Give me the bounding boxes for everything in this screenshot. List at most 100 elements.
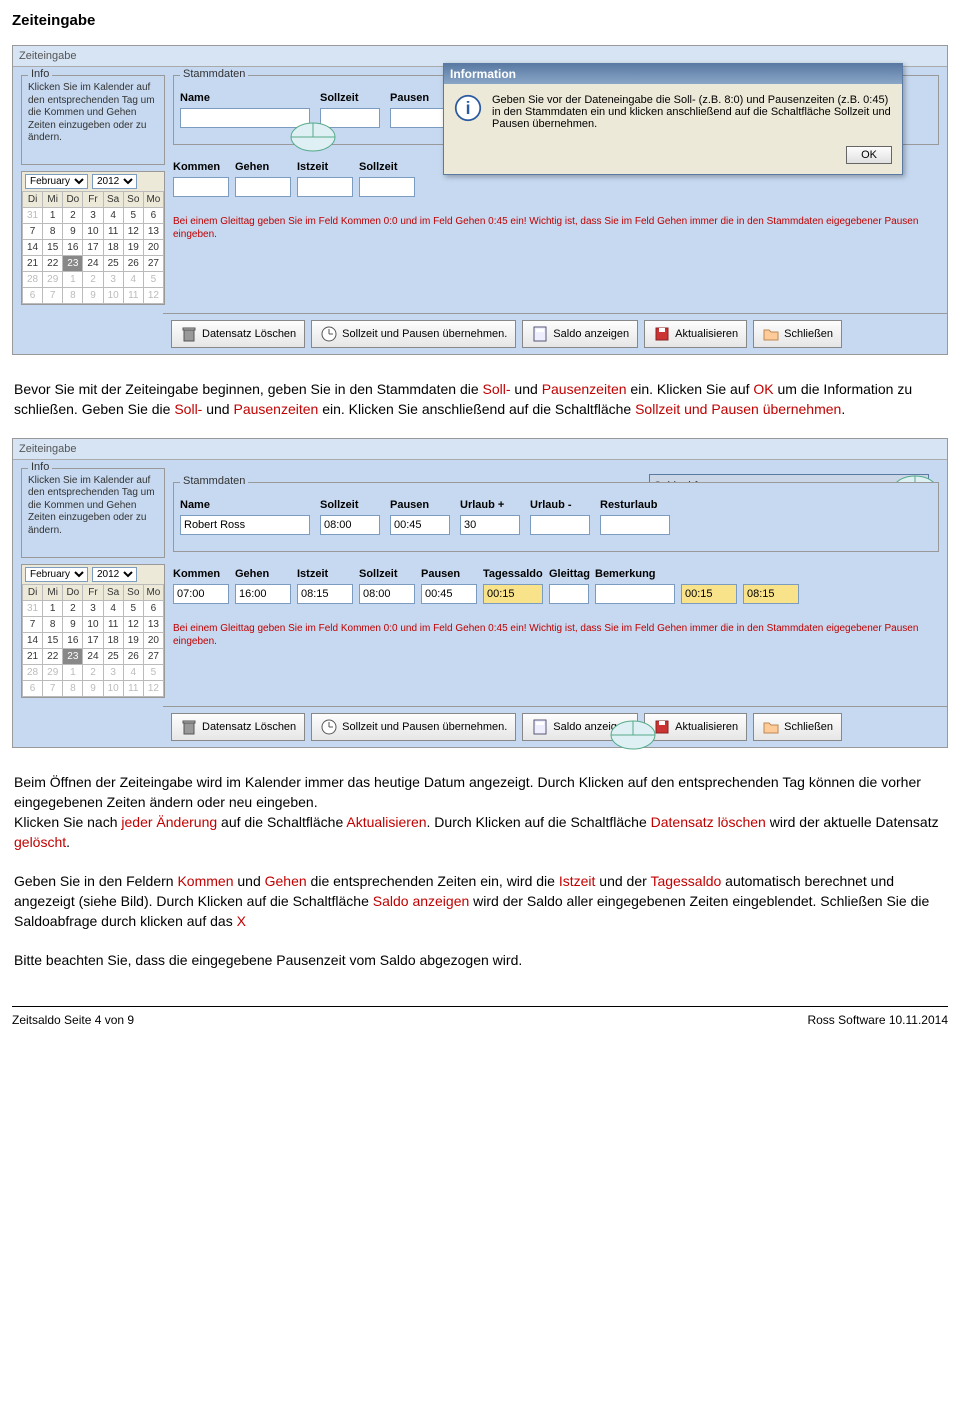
- time-field[interactable]: [421, 584, 477, 604]
- calendar-day[interactable]: 8: [43, 616, 63, 632]
- calendar-day[interactable]: 18: [103, 632, 123, 648]
- calendar-day[interactable]: 3: [103, 272, 123, 288]
- calendar-day[interactable]: 1: [43, 600, 63, 616]
- calendar-day[interactable]: 5: [143, 664, 163, 680]
- calendar-day[interactable]: 24: [83, 648, 103, 664]
- calendar-day[interactable]: 21: [23, 256, 43, 272]
- calendar-day[interactable]: 31: [23, 208, 43, 224]
- calendar-day[interactable]: 23: [63, 256, 83, 272]
- time-field[interactable]: [483, 584, 543, 604]
- calendar-day[interactable]: 29: [43, 664, 63, 680]
- calendar-day[interactable]: 31: [23, 600, 43, 616]
- calendar-day[interactable]: 4: [103, 600, 123, 616]
- calendar-day[interactable]: 7: [23, 616, 43, 632]
- time-field[interactable]: [359, 177, 415, 197]
- calendar-day[interactable]: 9: [83, 288, 103, 304]
- calendar-day[interactable]: 1: [43, 208, 63, 224]
- calendar-day[interactable]: 7: [43, 680, 63, 696]
- calendar-day[interactable]: 2: [63, 600, 83, 616]
- calendar-day[interactable]: 15: [43, 632, 63, 648]
- calendar-day[interactable]: 12: [143, 680, 163, 696]
- time-field[interactable]: [173, 177, 229, 197]
- calendar-day[interactable]: 8: [63, 288, 83, 304]
- calendar-day[interactable]: 18: [103, 240, 123, 256]
- month-select-2[interactable]: February: [25, 567, 88, 582]
- calendar-day[interactable]: 4: [103, 208, 123, 224]
- calendar-day[interactable]: 11: [103, 616, 123, 632]
- sollzeit-button[interactable]: Sollzeit und Pausen übernehmen.: [311, 320, 516, 348]
- calendar-day[interactable]: 6: [143, 208, 163, 224]
- time-field[interactable]: [235, 584, 291, 604]
- calendar-day[interactable]: 13: [143, 616, 163, 632]
- calendar-day[interactable]: 17: [83, 632, 103, 648]
- calendar-day[interactable]: 29: [43, 272, 63, 288]
- calendar-day[interactable]: 24: [83, 256, 103, 272]
- time-field[interactable]: [297, 177, 353, 197]
- calendar-day[interactable]: 19: [123, 240, 143, 256]
- calendar-day[interactable]: 2: [63, 208, 83, 224]
- calendar-day[interactable]: 6: [23, 680, 43, 696]
- ok-button[interactable]: OK: [846, 146, 892, 164]
- calendar-day[interactable]: 2: [83, 664, 103, 680]
- calendar-day[interactable]: 14: [23, 632, 43, 648]
- time-field[interactable]: [297, 584, 353, 604]
- calendar-2[interactable]: February 2012 DiMiDoFrSaSoMo311234567891…: [21, 564, 165, 698]
- calendar-day[interactable]: 3: [83, 600, 103, 616]
- year-select-2[interactable]: 2012: [92, 567, 137, 582]
- year-select[interactable]: 2012: [92, 174, 137, 189]
- calendar-day[interactable]: 6: [143, 600, 163, 616]
- calendar-day[interactable]: 26: [123, 256, 143, 272]
- delete-button[interactable]: Datensatz Löschen: [171, 713, 305, 741]
- calendar-day[interactable]: 6: [23, 288, 43, 304]
- urlaub +-field[interactable]: [460, 515, 520, 535]
- calendar-day[interactable]: 9: [63, 224, 83, 240]
- name-field[interactable]: [180, 515, 310, 535]
- calendar-day[interactable]: 1: [63, 272, 83, 288]
- calendar-day[interactable]: 11: [123, 680, 143, 696]
- calendar-day[interactable]: 28: [23, 664, 43, 680]
- refresh-button[interactable]: Aktualisieren: [644, 320, 747, 348]
- pausen-field[interactable]: [390, 108, 450, 128]
- calendar-day[interactable]: 3: [83, 208, 103, 224]
- calendar-day[interactable]: 27: [143, 256, 163, 272]
- calendar-day[interactable]: 10: [103, 680, 123, 696]
- calendar-day[interactable]: 13: [143, 224, 163, 240]
- calendar-day[interactable]: 16: [63, 632, 83, 648]
- time-field[interactable]: [235, 177, 291, 197]
- calendar-day[interactable]: 10: [83, 616, 103, 632]
- calendar-day[interactable]: 5: [123, 600, 143, 616]
- calendar-day[interactable]: 5: [143, 272, 163, 288]
- calendar-day[interactable]: 8: [43, 224, 63, 240]
- calendar-day[interactable]: 7: [43, 288, 63, 304]
- time-field[interactable]: [595, 584, 675, 604]
- time-field[interactable]: [743, 584, 799, 604]
- calendar-day[interactable]: 21: [23, 648, 43, 664]
- time-field[interactable]: [173, 584, 229, 604]
- calendar-day[interactable]: 2: [83, 272, 103, 288]
- calendar-day[interactable]: 22: [43, 648, 63, 664]
- calendar-day[interactable]: 4: [123, 664, 143, 680]
- calendar-day[interactable]: 7: [23, 224, 43, 240]
- calendar-day[interactable]: 12: [143, 288, 163, 304]
- calendar-day[interactable]: 16: [63, 240, 83, 256]
- month-select[interactable]: February: [25, 174, 88, 189]
- calendar-day[interactable]: 10: [83, 224, 103, 240]
- calendar-day[interactable]: 20: [143, 240, 163, 256]
- calendar-day[interactable]: 19: [123, 632, 143, 648]
- calendar-day[interactable]: 1: [63, 664, 83, 680]
- calendar-day[interactable]: 20: [143, 632, 163, 648]
- calendar-day[interactable]: 9: [83, 680, 103, 696]
- calendar-day[interactable]: 26: [123, 648, 143, 664]
- urlaub --field[interactable]: [530, 515, 590, 535]
- pausen-field[interactable]: [390, 515, 450, 535]
- time-field[interactable]: [359, 584, 415, 604]
- calendar-day[interactable]: 5: [123, 208, 143, 224]
- calendar-day[interactable]: 9: [63, 616, 83, 632]
- close-button[interactable]: Schließen: [753, 320, 842, 348]
- calendar-day[interactable]: 25: [103, 648, 123, 664]
- calendar-day[interactable]: 4: [123, 272, 143, 288]
- calendar-day[interactable]: 14: [23, 240, 43, 256]
- calendar-day[interactable]: 25: [103, 256, 123, 272]
- resturlaub-field[interactable]: [600, 515, 670, 535]
- time-field[interactable]: [549, 584, 589, 604]
